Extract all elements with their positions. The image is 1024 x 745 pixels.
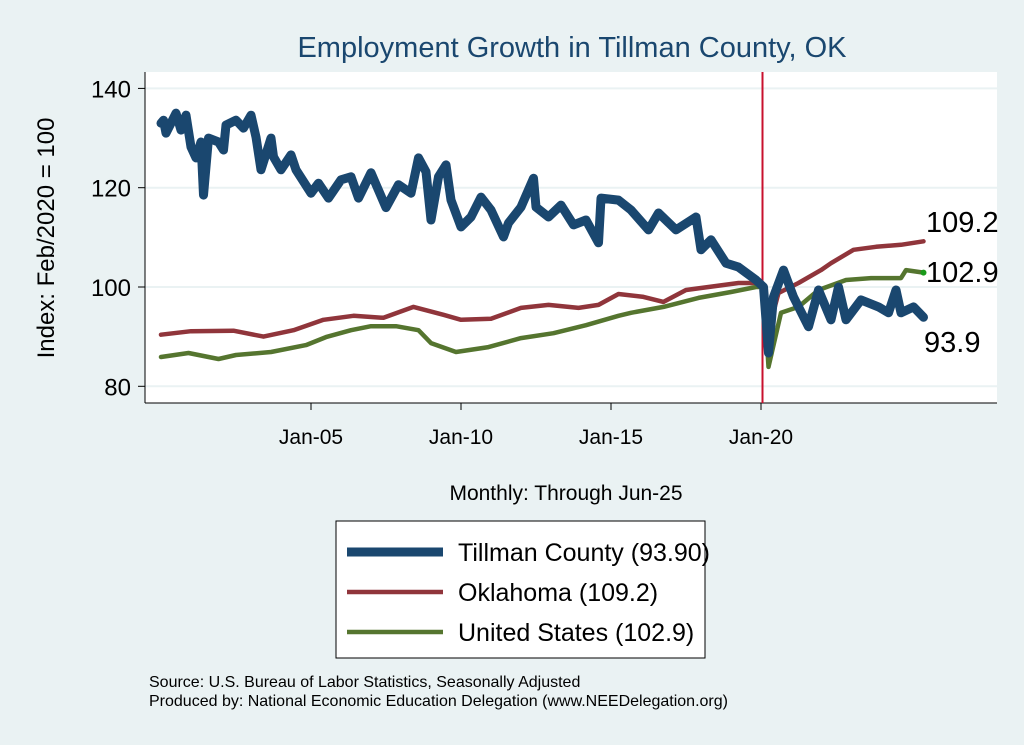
end-label-tillman: 93.9: [924, 327, 980, 359]
series-line-united-states: [158, 267, 926, 370]
legend: Tillman County (93.90) Oklahoma (109.2) Un…: [335, 520, 710, 659]
united-states-end-marker: [920, 269, 927, 276]
x-tick-label: Jan-20: [729, 426, 793, 449]
end-label-oklahoma: 109.2: [926, 207, 999, 239]
legend-label-tillman: Tillman County (93.90): [458, 539, 710, 567]
x-tick-label: Jan-15: [579, 426, 643, 449]
series-line-tillman: [156, 108, 928, 358]
series-line-oklahoma: [158, 239, 926, 339]
y-tick-label: 80: [104, 374, 131, 401]
x-tick-label: Jan-05: [279, 426, 343, 449]
y-tick-label: 140: [91, 76, 131, 103]
x-axis-label: Monthly: Through Jun-25: [449, 482, 682, 505]
x-tick-label: Jan-10: [429, 426, 493, 449]
source-note: Source: U.S. Bureau of Labor Statistics,…: [149, 674, 581, 691]
y-axis-label: Index: Feb/2020 = 100: [33, 118, 60, 359]
legend-label-oklahoma: Oklahoma (109.2): [458, 579, 658, 607]
produced-by-note: Produced by: National Economic Education…: [149, 693, 728, 710]
y-tick-label: 120: [91, 176, 131, 203]
y-tick-label: 100: [91, 275, 131, 302]
legend-label-united-states: United States (102.9): [458, 619, 694, 647]
end-label-united-states: 102.9: [926, 257, 999, 289]
chart-title: Employment Growth in Tillman County, OK: [297, 32, 847, 64]
